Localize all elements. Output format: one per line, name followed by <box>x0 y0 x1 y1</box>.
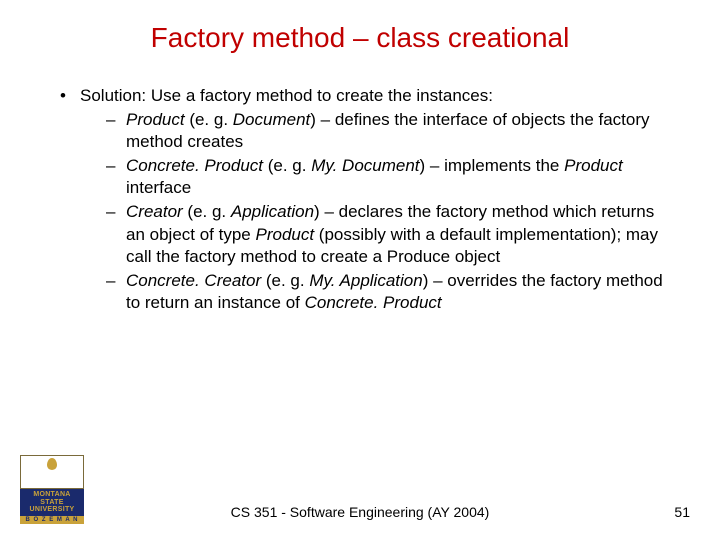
footer-center: CS 351 - Software Engineering (AY 2004) <box>0 504 720 520</box>
bullet-lead: Solution: Use a factory method to create… <box>60 85 670 107</box>
desc-italic: Product <box>564 156 623 175</box>
term: Concrete. Product <box>126 156 263 175</box>
desc-post: interface <box>126 178 191 197</box>
term: Concrete. Creator <box>126 271 261 290</box>
example: Document <box>233 110 310 129</box>
slide: Factory method – class creational Soluti… <box>0 0 720 540</box>
slide-body: Solution: Use a factory method to create… <box>60 85 670 316</box>
example: Application <box>231 202 314 221</box>
list-item: Creator (e. g. Application) – declares t… <box>60 201 670 267</box>
logo-line1: MONTANA <box>33 491 70 498</box>
example: My. Application <box>309 271 422 290</box>
logo-flame-icon <box>47 458 57 470</box>
desc: – defines the interface of objects the f… <box>126 110 650 151</box>
term: Product <box>126 110 185 129</box>
desc-italic: Product <box>255 225 314 244</box>
logo-crest <box>20 455 84 489</box>
example: My. Document <box>311 156 419 175</box>
desc-italic: Concrete. Product <box>305 293 442 312</box>
slide-title: Factory method – class creational <box>0 22 720 54</box>
desc-pre: – implements the <box>425 156 564 175</box>
list-item: Product (e. g. Document) – defines the i… <box>60 109 670 153</box>
term: Creator <box>126 202 183 221</box>
page-number: 51 <box>674 504 690 520</box>
list-item: Concrete. Product (e. g. My. Document) –… <box>60 155 670 199</box>
list-item: Concrete. Creator (e. g. My. Application… <box>60 270 670 314</box>
